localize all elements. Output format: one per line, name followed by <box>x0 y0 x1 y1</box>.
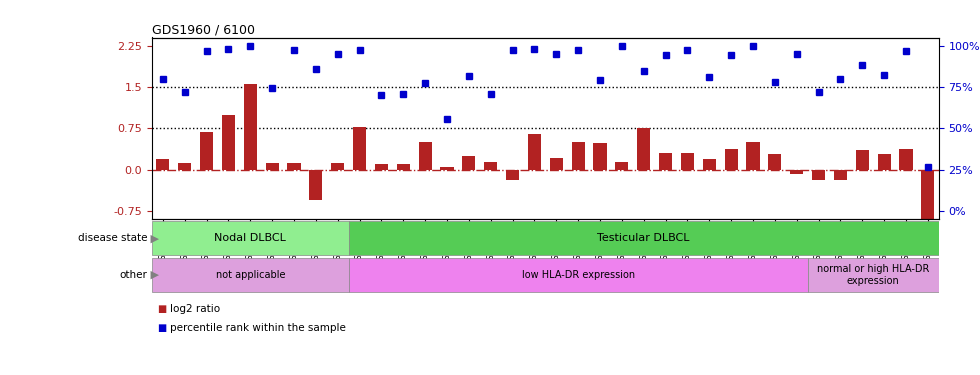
Bar <box>724 149 738 170</box>
Bar <box>349 221 939 255</box>
Text: ▶: ▶ <box>147 233 159 243</box>
Bar <box>375 164 388 170</box>
Bar <box>594 143 607 170</box>
Bar <box>331 163 344 170</box>
Text: log2 ratio: log2 ratio <box>170 304 220 314</box>
Text: ▶: ▶ <box>147 270 159 280</box>
Bar <box>834 170 847 180</box>
Bar <box>550 158 563 170</box>
Text: disease state: disease state <box>77 233 147 243</box>
Text: percentile rank within the sample: percentile rank within the sample <box>170 323 345 333</box>
Bar <box>156 159 170 170</box>
Bar <box>921 170 935 228</box>
Text: not applicable: not applicable <box>216 270 285 280</box>
Text: normal or high HLA-DR
expression: normal or high HLA-DR expression <box>817 264 929 286</box>
Bar <box>681 153 694 170</box>
Text: ■: ■ <box>157 304 166 314</box>
Bar <box>900 149 912 170</box>
Bar <box>790 170 804 174</box>
Bar <box>768 154 781 170</box>
Bar <box>266 163 278 170</box>
Bar <box>484 162 497 170</box>
Bar <box>353 127 367 170</box>
Bar <box>440 167 454 170</box>
Bar <box>878 154 891 170</box>
Bar <box>747 142 760 170</box>
Bar <box>349 258 808 292</box>
Bar <box>659 153 672 170</box>
Bar <box>287 163 301 170</box>
Bar <box>463 156 475 170</box>
Text: GDS1960 / 6100: GDS1960 / 6100 <box>152 23 255 36</box>
Text: ■: ■ <box>157 323 166 333</box>
Bar <box>615 162 628 170</box>
Bar <box>528 134 541 170</box>
Bar <box>637 129 651 170</box>
Bar <box>808 258 939 292</box>
Bar <box>397 164 410 170</box>
Bar <box>812 170 825 180</box>
Text: Nodal DLBCL: Nodal DLBCL <box>215 233 286 243</box>
Text: low HLA-DR expression: low HLA-DR expression <box>521 270 635 280</box>
Bar <box>571 142 585 170</box>
Text: Testicular DLBCL: Testicular DLBCL <box>598 233 690 243</box>
Bar <box>200 132 213 170</box>
Bar <box>152 258 349 292</box>
Text: other: other <box>120 270 147 280</box>
Bar <box>152 221 349 255</box>
Bar <box>221 115 235 170</box>
Bar <box>244 84 257 170</box>
Bar <box>310 170 322 200</box>
Bar <box>418 142 432 170</box>
Bar <box>856 150 869 170</box>
Bar <box>506 170 519 180</box>
Bar <box>703 159 715 170</box>
Bar <box>178 163 191 170</box>
